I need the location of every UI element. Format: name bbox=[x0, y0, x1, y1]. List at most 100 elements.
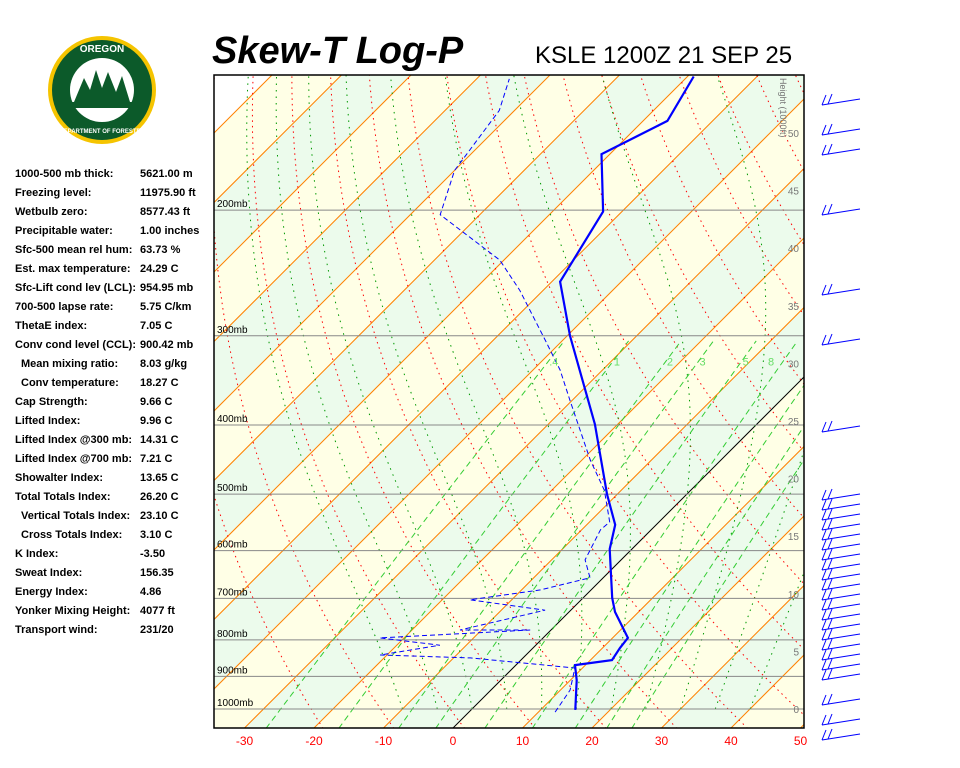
wind-barb-flag bbox=[821, 694, 827, 706]
x-tick-label: -20 bbox=[305, 734, 323, 748]
index-label: Sweat Index: bbox=[15, 567, 83, 579]
dry-adiabat bbox=[485, 75, 804, 651]
wind-barb-flag bbox=[821, 649, 827, 661]
wind-barb-staff bbox=[821, 653, 861, 661]
mixing-ratio-line bbox=[435, 340, 714, 728]
index-value: 23.10 C bbox=[140, 510, 179, 522]
wind-barb-staff bbox=[821, 583, 861, 591]
mixing-ratio-label: 5 bbox=[743, 356, 749, 368]
dry-adiabat bbox=[291, 75, 536, 728]
isotherm-band bbox=[214, 75, 342, 203]
wind-barb-flag bbox=[827, 648, 833, 660]
mixing-ratio-line bbox=[398, 340, 682, 728]
x-tick-label: 40 bbox=[724, 734, 738, 748]
mixing-ratio-label: 2 bbox=[667, 356, 673, 368]
dry-adiabat bbox=[829, 64, 960, 728]
dewpoint-line bbox=[379, 78, 611, 713]
wind-barb-flag bbox=[821, 669, 827, 681]
wind-barb-flag bbox=[827, 123, 833, 135]
dry-adiabat bbox=[794, 75, 804, 95]
wind-barb-flag bbox=[827, 693, 833, 705]
height-tick-label: 35 bbox=[788, 302, 800, 313]
wind-barb-flag bbox=[827, 283, 833, 295]
mixing-ratio-label: .4 bbox=[549, 356, 558, 368]
logo-bottom-text: DEPARTMENT OF FORESTRY bbox=[59, 129, 144, 135]
index-value: -3.50 bbox=[140, 548, 166, 560]
wind-barb bbox=[821, 588, 861, 601]
index-row: 1000-500 mb thick: 5621.00 m bbox=[15, 168, 199, 187]
wind-barb-flag bbox=[821, 589, 827, 601]
wind-barb-flag bbox=[821, 489, 827, 501]
height-tick-label: 40 bbox=[788, 244, 800, 255]
wind-barb-flag bbox=[821, 421, 827, 433]
height-tick-label: 10 bbox=[788, 590, 800, 601]
index-label: Cap Strength: bbox=[15, 396, 88, 408]
index-label: Transport wind: bbox=[15, 624, 98, 636]
wind-barb-flag bbox=[821, 334, 827, 346]
wind-barb bbox=[821, 668, 861, 681]
wind-barb-flag bbox=[827, 518, 833, 530]
index-value: 13.65 C bbox=[140, 472, 179, 484]
index-label: Mean mixing ratio: bbox=[21, 358, 119, 370]
isotherm-line bbox=[214, 75, 343, 204]
wind-barb-flag bbox=[821, 559, 827, 571]
wind-barb-flag bbox=[827, 498, 833, 510]
wind-barb bbox=[821, 658, 861, 671]
index-value: 24.29 C bbox=[140, 263, 179, 275]
wind-barb bbox=[821, 488, 861, 501]
wind-barb bbox=[821, 638, 861, 651]
wind-barb-staff bbox=[821, 643, 861, 651]
wind-barb-flag bbox=[821, 569, 827, 581]
isotherm-line bbox=[214, 75, 621, 482]
wind-barb-staff bbox=[821, 603, 861, 611]
index-value: 26.20 C bbox=[140, 491, 179, 503]
index-label: Wetbulb zero: bbox=[15, 206, 88, 218]
height-tick-label: 15 bbox=[788, 532, 800, 543]
moist-adiabat bbox=[714, 448, 804, 710]
wind-barb-staff bbox=[821, 663, 861, 671]
index-value: 5.75 C/km bbox=[140, 301, 192, 313]
index-label: Lifted Index @700 mb: bbox=[15, 453, 133, 465]
index-row: ThetaE index: 7.05 C bbox=[15, 320, 199, 339]
index-row: Cross Totals Index: 3.10 C bbox=[15, 529, 199, 548]
wind-barb-staff bbox=[821, 553, 861, 561]
wind-barb-flag bbox=[827, 728, 833, 740]
wind-barb-flag bbox=[827, 608, 833, 620]
wind-barb-flag bbox=[827, 578, 833, 590]
index-label: Total Totals Index: bbox=[15, 491, 111, 503]
isotherm-line bbox=[214, 75, 760, 621]
dry-adiabat bbox=[639, 75, 804, 385]
index-value: 3.10 C bbox=[140, 529, 173, 541]
index-row: Cap Strength: 9.66 C bbox=[15, 396, 199, 415]
pressure-label: 300mb bbox=[217, 325, 248, 336]
index-row: Yonker Mixing Height: 4077 ft bbox=[15, 605, 199, 624]
isotherm-line bbox=[214, 75, 482, 343]
wind-barb-flag bbox=[821, 639, 827, 651]
wind-barb bbox=[821, 558, 861, 571]
plot-frame bbox=[213, 74, 805, 729]
isotherm-line bbox=[214, 98, 804, 690]
mixing-ratio-line bbox=[484, 340, 757, 728]
wind-barb-flag bbox=[827, 658, 833, 670]
wind-barb-staff bbox=[821, 623, 861, 631]
wind-barb-flag bbox=[827, 528, 833, 540]
wind-barb bbox=[821, 420, 861, 433]
index-row: Transport wind: 231/20 bbox=[15, 624, 199, 643]
wind-barb bbox=[821, 628, 861, 641]
wind-barb-staff bbox=[821, 288, 861, 296]
wind-barb-flag bbox=[821, 539, 827, 551]
mixing-ratio-line bbox=[265, 340, 565, 728]
wind-barb bbox=[821, 498, 861, 511]
moist-adiabat bbox=[444, 75, 583, 710]
height-tick-label: 5 bbox=[793, 647, 799, 658]
index-value: 8577.43 ft bbox=[140, 206, 191, 218]
wind-barb-flag bbox=[827, 598, 833, 610]
mixing-ratio-line bbox=[606, 425, 804, 728]
wind-barb bbox=[821, 508, 861, 521]
index-row: Wetbulb zero: 8577.43 ft bbox=[15, 206, 199, 225]
isotherm-line bbox=[660, 584, 804, 728]
wind-barb-flag bbox=[821, 579, 827, 591]
isotherm-line bbox=[214, 75, 412, 273]
wind-barb-staff bbox=[821, 673, 861, 681]
wind-barb-flag bbox=[827, 628, 833, 640]
